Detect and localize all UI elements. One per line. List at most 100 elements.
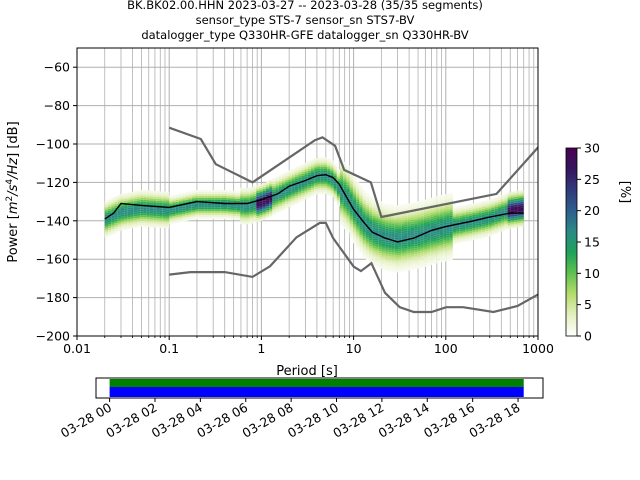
ppsd-cell: [194, 190, 199, 193]
ppsd-cell: [433, 250, 437, 253]
ppsd-cell: [375, 257, 379, 260]
ppsd-cell: [323, 192, 328, 194]
ppsd-cell: [333, 185, 337, 188]
ppsd-cell: [475, 206, 479, 209]
ppsd-cell: [385, 255, 389, 258]
ppsd-cell: [201, 216, 205, 219]
ppsd-cell: [104, 214, 108, 217]
ppsd-cell: [485, 215, 489, 218]
ppsd-cell: [124, 223, 128, 226]
ppsd-cell: [388, 223, 392, 226]
ppsd-cell: [256, 204, 260, 207]
ppsd-cell: [372, 227, 376, 230]
timeline-tick-label: 03-28 10: [285, 400, 341, 441]
ppsd-cell: [398, 224, 402, 227]
ppsd-cell: [388, 261, 392, 264]
ppsd-cell: [182, 202, 186, 205]
ppsd-cell: [394, 262, 399, 265]
ppsd-cell: [285, 177, 289, 180]
ppsd-cell: [201, 199, 205, 202]
ppsd-cell: [111, 197, 115, 200]
ppsd-cell: [111, 216, 115, 219]
ppsd-cell: [359, 185, 363, 188]
ppsd-cell: [507, 198, 511, 201]
ppsd-cell: [381, 250, 386, 253]
ppsd-cell: [185, 209, 189, 212]
ppsd-cell: [407, 224, 411, 227]
ppsd-cell: [185, 203, 189, 206]
ppsd-cell: [401, 248, 405, 251]
ppsd-cell: [359, 197, 363, 199]
ppsd-cell: [314, 181, 318, 183]
ppsd-cell: [407, 235, 411, 238]
ppsd-cell: [404, 223, 408, 225]
ppsd-cell: [178, 199, 183, 202]
x-axis: 0.01 0.1 1 10 100 1000: [63, 336, 554, 356]
ppsd-cell: [514, 191, 518, 194]
ppsd-cell: [352, 201, 357, 203]
ppsd-cell: [420, 263, 424, 266]
ppsd-cell: [256, 191, 260, 193]
ppsd-cell: [362, 193, 366, 196]
ppsd-cell: [111, 224, 115, 227]
ppsd-cell: [388, 206, 392, 209]
ppsd-cell: [478, 217, 482, 220]
ppsd-cell: [365, 243, 370, 245]
ppsd-cell: [288, 191, 292, 194]
ppsd-cell: [249, 208, 254, 211]
ppsd-cell: [369, 224, 373, 227]
ppsd-cell: [398, 226, 402, 229]
ppsd-cell: [349, 226, 353, 229]
ppsd-cell: [465, 237, 469, 240]
ppsd-cell: [253, 193, 257, 196]
ppsd-cell: [340, 215, 344, 218]
ppsd-cell: [404, 246, 408, 249]
ppsd-cell: [407, 228, 411, 231]
ppsd-cell: [404, 232, 408, 235]
ppsd-cell: [282, 202, 286, 205]
ppsd-cell: [504, 193, 508, 196]
ppsd-cell: [378, 266, 382, 269]
ppsd-cell: [446, 212, 450, 215]
ppsd-cell: [330, 160, 334, 163]
ppsd-cell: [391, 222, 395, 224]
ppsd-cell: [156, 200, 160, 203]
ppsd-cell: [372, 244, 376, 247]
ppsd-cell: [398, 243, 402, 246]
ppsd-cell: [407, 258, 411, 261]
ppsd-cell: [443, 201, 447, 204]
ppsd-cell: [282, 177, 286, 180]
ppsd-cell: [340, 208, 344, 211]
ppsd-cell: [365, 235, 370, 238]
ppsd-cell: [430, 230, 434, 233]
ppsd-cell: [133, 195, 137, 197]
ppsd-cell: [127, 215, 131, 218]
ppsd-cell: [204, 207, 208, 210]
ppsd-cell: [124, 194, 128, 197]
ppsd-cell: [320, 168, 324, 171]
ppsd-cell: [359, 245, 363, 247]
ppsd-cell: [436, 259, 440, 262]
ppsd-cell: [391, 260, 395, 263]
ppsd-cell: [485, 213, 489, 216]
ppsd-cell: [230, 215, 234, 218]
ppsd-cell: [127, 202, 131, 204]
ppsd-cell: [256, 196, 260, 199]
ppsd-cell: [333, 164, 337, 167]
ppsd-cell: [362, 230, 366, 233]
ppsd-cell: [262, 182, 266, 185]
ppsd-cell: [111, 199, 115, 202]
ppsd-cell: [443, 247, 447, 250]
ppsd-cell: [340, 167, 344, 170]
ppsd-cell: [349, 210, 353, 213]
ppsd-cell: [359, 202, 363, 205]
ppsd-cell: [336, 169, 341, 172]
ppsd-cell: [417, 216, 421, 219]
ppsd-cell: [162, 208, 166, 211]
ppsd-cell: [394, 255, 399, 258]
ppsd-cell: [156, 214, 160, 217]
ppsd-cell: [114, 217, 118, 220]
ppsd-cell: [259, 195, 263, 198]
ppsd-cell: [301, 170, 305, 173]
ppsd-cell: [443, 234, 447, 237]
